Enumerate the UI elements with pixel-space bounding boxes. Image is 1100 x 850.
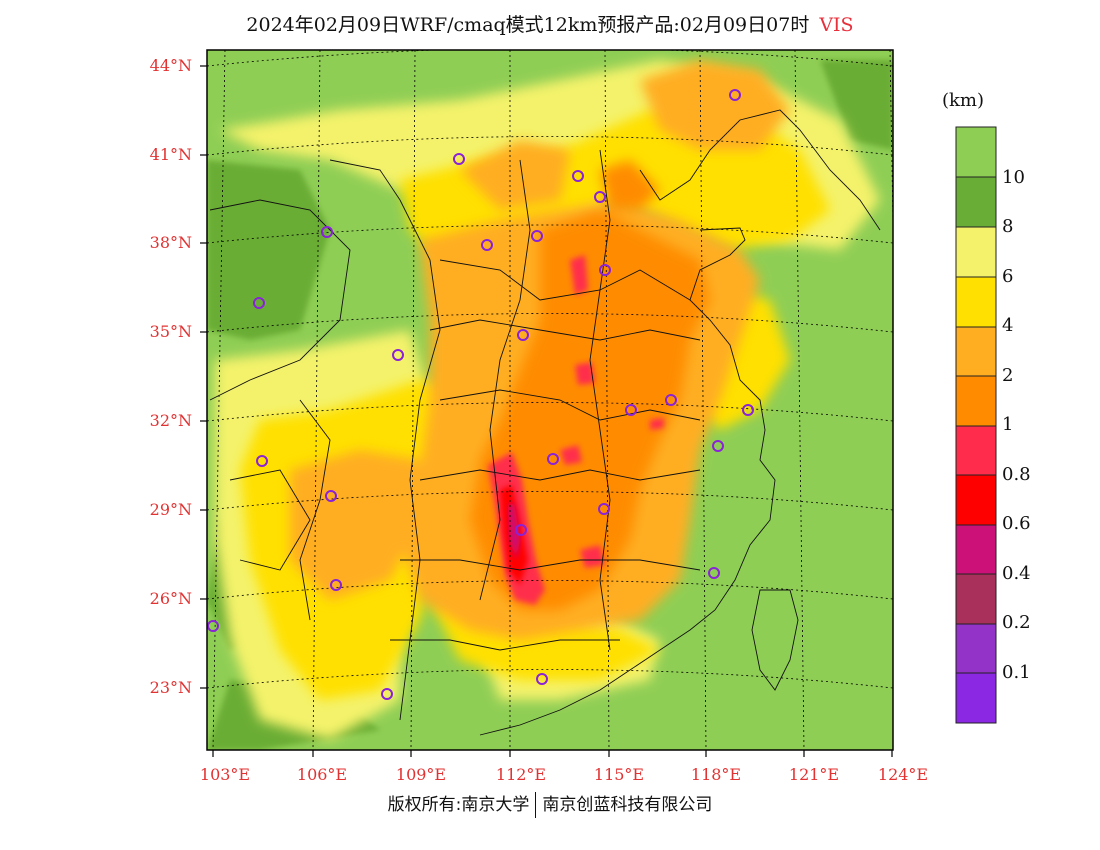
copyright-footer: 版权所有:南京大学 南京创蓝科技有限公司 — [0, 790, 1100, 818]
colorbar-swatch — [955, 425, 997, 476]
colorbar-label: 1 — [1002, 414, 1014, 435]
colorbar-label: 8 — [1002, 216, 1014, 237]
lon-label: 103°E — [199, 765, 251, 784]
title-variable: VIS — [819, 14, 854, 36]
title-main: 2024年02月09日WRF/cmaq模式12km预报产品:02月09日07时 — [246, 14, 810, 36]
colorbar-swatch — [955, 474, 997, 526]
colorbar — [955, 126, 997, 724]
colorbar-label: 6 — [1002, 266, 1014, 287]
lat-label: 29°N — [149, 500, 192, 519]
colorbar-swatch — [955, 672, 997, 724]
colorbar-label: 0.4 — [1002, 563, 1031, 584]
colorbar-label: 2 — [1002, 365, 1014, 386]
lat-label: 35°N — [149, 322, 192, 341]
axis-ticks — [200, 65, 893, 757]
boundaries — [209, 109, 881, 736]
lat-label: 23°N — [149, 678, 192, 697]
colorbar-label: 10 — [1002, 167, 1025, 188]
colorbar-swatch — [955, 276, 997, 328]
lon-label: 124°E — [877, 765, 929, 784]
footer-separator — [535, 792, 537, 818]
colorbar-swatch — [955, 226, 997, 278]
lon-label: 106°E — [296, 765, 348, 784]
map-title: 2024年02月09日WRF/cmaq模式12km预报产品:02月09日07时 V… — [0, 10, 1100, 37]
colorbar-label: 0.6 — [1002, 513, 1031, 534]
colorbar-units: (km) — [942, 90, 985, 111]
visibility-field — [207, 50, 893, 750]
lat-label: 32°N — [149, 411, 192, 430]
lat-label: 41°N — [149, 145, 192, 164]
lon-label: 118°E — [690, 765, 742, 784]
colorbar-label: 0.8 — [1002, 464, 1031, 485]
lat-label: 44°N — [149, 56, 192, 75]
lon-label: 121°E — [788, 765, 840, 784]
colorbar-label: 0.1 — [1002, 662, 1031, 683]
colorbar-swatch — [955, 573, 997, 625]
city-markers — [207, 89, 754, 700]
colorbar-label: 0.2 — [1002, 612, 1031, 633]
graticule — [207, 50, 893, 750]
map-frame — [206, 49, 894, 751]
colorbar-swatch — [955, 176, 997, 228]
colorbar-swatch — [955, 375, 997, 427]
colorbar-swatch — [955, 126, 997, 178]
colorbar-swatch — [955, 326, 997, 377]
lon-label: 115°E — [593, 765, 645, 784]
colorbar-swatch — [955, 623, 997, 674]
colorbar-label: 4 — [1002, 315, 1014, 336]
colorbar-swatch — [955, 524, 997, 575]
lon-label: 112°E — [495, 765, 547, 784]
footer-right: 南京创蓝科技有限公司 — [542, 795, 713, 815]
lat-label: 26°N — [149, 589, 192, 608]
lat-label: 38°N — [149, 233, 192, 252]
footer-left: 版权所有:南京大学 — [387, 795, 530, 815]
lon-label: 109°E — [395, 765, 447, 784]
